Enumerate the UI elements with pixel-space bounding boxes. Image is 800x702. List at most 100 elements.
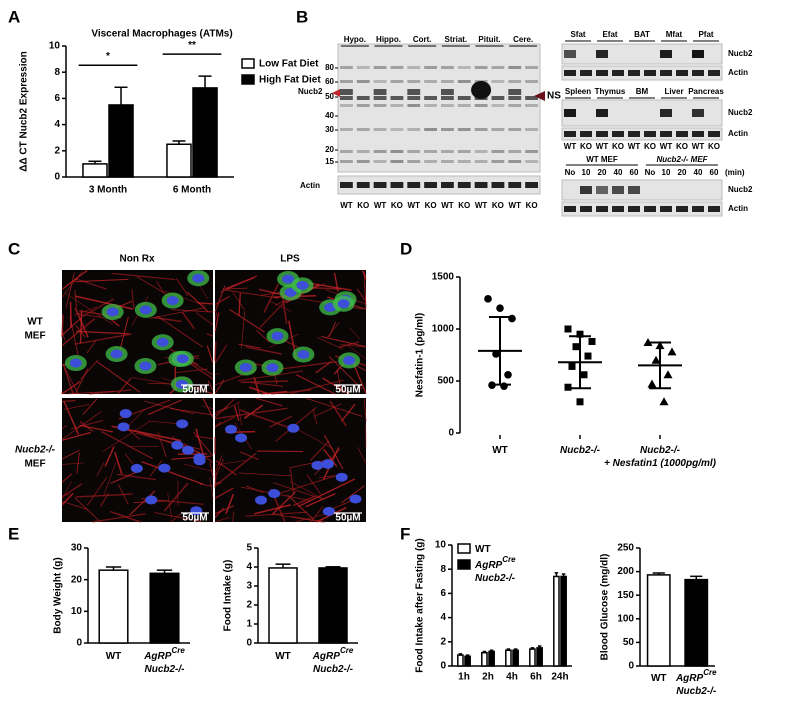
micrograph-fiber [74,333,132,345]
y-tick-label: 8 [440,564,446,575]
blot-band [660,206,672,212]
blot-band [660,70,672,76]
blot-band [491,96,505,100]
blot-band [525,80,538,83]
micrograph-fiber [261,390,288,395]
blot-band [457,66,471,69]
micrograph-fiber [195,428,205,458]
micrograph-fiber [214,401,241,415]
tissue-label: Liver [664,87,683,96]
micrograph-fiber [263,283,279,313]
blot-band [390,128,404,131]
timepoint-label: 10 [662,168,671,177]
micrograph-fiber [171,309,214,313]
panel-letter: B [296,7,308,26]
blot-band [390,66,404,69]
blot-band [525,128,538,131]
y-tick-label: 1000 [432,324,455,335]
scale-bar-label: 50µM [182,513,207,524]
text-part: WT [475,544,491,555]
blot-band [407,182,421,188]
mw-marker: 30 [325,125,334,134]
y-tick-label: 2 [246,600,252,611]
micrograph-fiber [149,307,206,319]
micrograph-fiber [74,277,107,290]
bar [82,163,108,178]
micrograph-fiber [63,404,90,410]
micrograph-fiber [328,321,336,338]
blot-band [508,66,522,69]
blot-band [612,131,624,137]
micrograph-fiber [249,386,269,395]
timepoint-label: No [565,168,576,177]
micrograph-fiber [206,345,214,364]
y-tick-label: 8 [54,67,60,78]
micrograph-fiber [96,361,141,393]
text-part: AgRP [312,651,341,662]
text-part: Cre [340,646,354,655]
micrograph-nucleus [311,460,324,470]
blot-band [390,104,404,107]
x-tick-label: 6 Month [173,185,211,196]
text-part: Cre [171,646,185,655]
blot-band [441,80,454,83]
blot-band [676,206,688,212]
blot-band [525,150,538,153]
micrograph-fiber [206,333,214,337]
micrograph-fiber [237,370,304,382]
blot-band [525,182,538,188]
micrograph-nucleus [171,440,184,450]
blot-band [407,160,421,163]
micrograph-fiber [61,493,71,497]
micrograph-nucleus [119,409,132,419]
micrograph-nucleus [271,331,284,341]
lane-label: KO [526,201,538,210]
y-axis-label: Food Intake (g) [223,560,234,632]
bar [268,567,298,644]
micrograph-fiber [61,269,88,290]
micrograph-fiber [186,291,209,313]
y-tick-label: 1500 [432,272,455,283]
text-part: AgRP [675,673,704,684]
micrograph-fiber [313,403,342,417]
micrograph-fiber [229,308,265,333]
micrograph-nucleus [117,422,130,432]
blot-band [441,128,454,131]
panel-letter: D [400,239,412,258]
data-point [659,397,669,406]
y-tick-label: 2 [54,145,60,156]
tissue-label: Efat [602,30,617,39]
data-point [663,370,673,379]
micrograph-nucleus [139,361,152,371]
blot-band [692,70,704,76]
text-part: Nucb2-/- [640,445,681,456]
legend-label: High Fat Diet [259,75,321,86]
micrograph-fiber [80,359,99,380]
blot-band [340,128,353,131]
x-tick-label: AgRPCre Nucb2-/- [143,646,185,675]
blot-band [390,96,404,100]
micrograph-fiber [349,327,360,340]
micrograph-fiber [103,462,117,497]
micrograph-fiber [214,341,217,361]
legend-label: Low Fat Diet [259,59,319,70]
blot-band [340,89,353,95]
lane-label: KO [425,201,437,210]
tissue-label: Mfat [666,30,683,39]
micrograph-nucleus [296,280,309,290]
micrograph-fiber [75,278,129,283]
time-unit: (min) [725,168,745,177]
micrograph-fiber [214,406,229,414]
y-tick-label: 20 [71,574,83,585]
blot-band [474,66,488,69]
micrograph-fiber [61,449,80,460]
tissue-label: Hypo. [344,35,366,44]
blot-band [612,70,624,76]
blot-band [508,96,522,100]
text-part: Nucb2-/- [676,686,717,697]
blot-band [390,182,404,188]
micrograph-fiber [141,461,204,485]
micrograph-fiber [61,411,102,441]
blot-band [373,89,387,95]
micrograph [61,269,214,395]
